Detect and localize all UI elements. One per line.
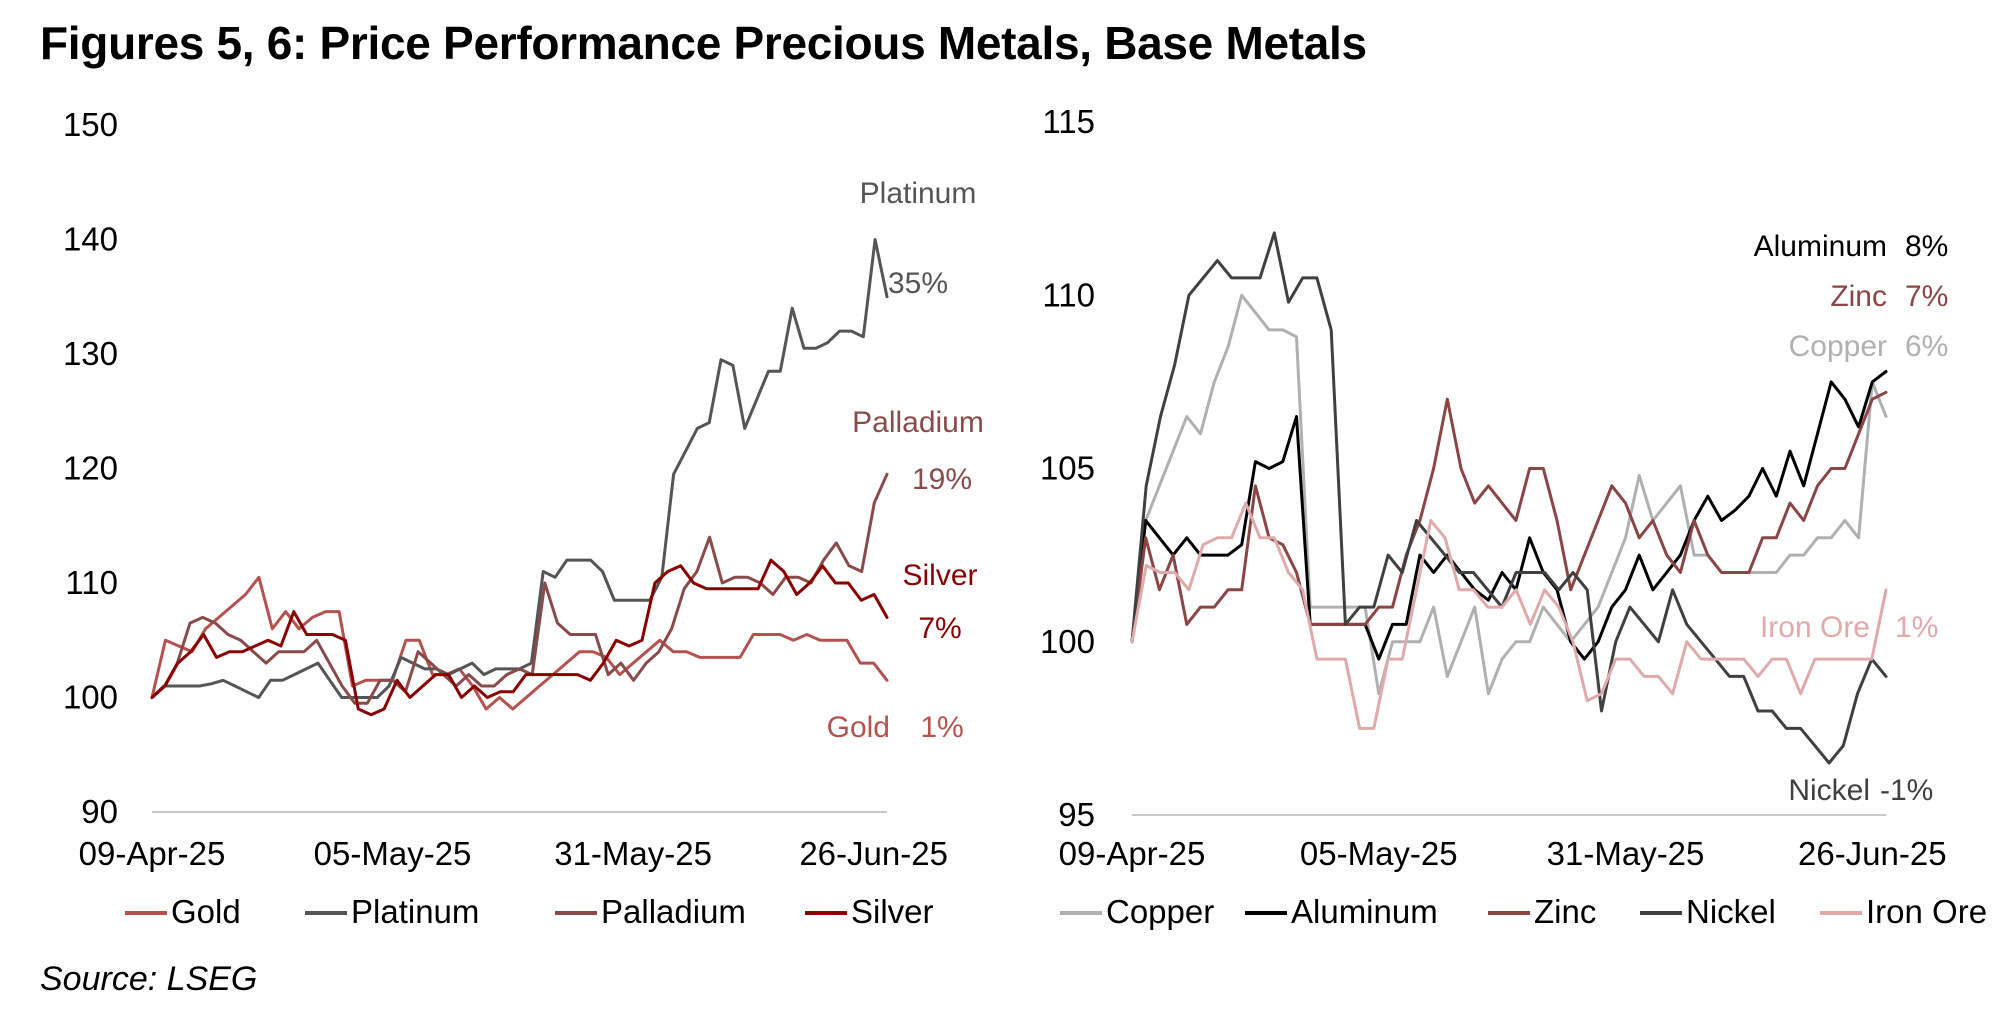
- x-tick-label: 31-May-25: [1547, 835, 1705, 872]
- figure-title: Figures 5, 6: Price Performance Precious…: [40, 17, 1367, 69]
- y-tick-label: 140: [63, 221, 118, 258]
- x-tick-label: 26-Jun-25: [1798, 835, 1947, 872]
- y-tick-label: 90: [81, 793, 118, 830]
- legend-label-iron-ore: Iron Ore: [1866, 893, 1987, 930]
- y-tick-label: 120: [63, 450, 118, 487]
- legend-label-palladium: Palladium: [601, 893, 746, 930]
- series-line-aluminum: [1130, 370, 1888, 661]
- series-line-gold: [150, 575, 889, 711]
- end-label-pct-palladium: 19%: [912, 463, 972, 496]
- legend-label-silver: Silver: [851, 893, 934, 930]
- end-label-name-silver: Silver: [902, 559, 977, 592]
- legend-label-aluminum: Aluminum: [1291, 893, 1438, 930]
- end-label-pct-platinum: 35%: [888, 267, 948, 300]
- legend-label-platinum: Platinum: [351, 893, 479, 930]
- end-label-name-palladium: Palladium: [852, 406, 984, 439]
- end-label-pct-gold: 1%: [920, 711, 963, 744]
- y-tick-label: 100: [63, 679, 118, 716]
- series-line-zinc: [1130, 390, 1888, 644]
- x-tick-label: 05-May-25: [314, 835, 472, 872]
- series-line-copper: [1130, 293, 1888, 696]
- end-label-pct-aluminum: 8%: [1905, 230, 1948, 263]
- series-line-silver: [150, 558, 889, 717]
- source-note: Source: LSEG: [40, 960, 258, 998]
- end-label-pct-iron-ore: 1%: [1895, 611, 1938, 644]
- legend-label-gold: Gold: [171, 893, 241, 930]
- end-label-name-copper: Copper: [1789, 330, 1887, 363]
- x-tick-label: 31-May-25: [554, 835, 712, 872]
- y-tick-label: 100: [1040, 623, 1095, 660]
- legend-label-nickel: Nickel: [1686, 893, 1776, 930]
- y-tick-label: 150: [63, 106, 118, 143]
- x-tick-label: 05-May-25: [1300, 835, 1458, 872]
- y-tick-label: 110: [1042, 276, 1095, 313]
- end-label-pct-silver: 7%: [918, 612, 961, 645]
- y-tick-label: 110: [65, 564, 118, 601]
- x-tick-label: 09-Apr-25: [1059, 835, 1206, 872]
- end-label-name-iron-ore: Iron Ore: [1760, 611, 1870, 644]
- y-tick-label: 95: [1058, 796, 1095, 833]
- end-label-pct-copper: 6%: [1905, 330, 1948, 363]
- end-label-name-zinc: Zinc: [1830, 280, 1887, 313]
- legend-label-copper: Copper: [1106, 893, 1214, 930]
- end-label-name-platinum: Platinum: [860, 177, 977, 210]
- y-tick-label: 130: [63, 335, 118, 372]
- series-line-platinum: [150, 238, 889, 699]
- end-label-pct-zinc: 7%: [1905, 280, 1948, 313]
- series-line-iron-ore: [1130, 501, 1888, 730]
- end-label-name-gold: Gold: [827, 711, 890, 744]
- end-label-pct-nickel: -1%: [1880, 774, 1933, 807]
- legend-label-zinc: Zinc: [1534, 893, 1596, 930]
- series-line-nickel: [1130, 231, 1888, 765]
- y-tick-label: 115: [1042, 103, 1095, 140]
- end-label-name-nickel: Nickel: [1788, 774, 1870, 807]
- x-tick-label: 26-Jun-25: [799, 835, 948, 872]
- y-tick-label: 105: [1040, 450, 1095, 487]
- series-line-palladium: [150, 472, 889, 705]
- end-label-name-aluminum: Aluminum: [1754, 230, 1887, 263]
- x-tick-label: 09-Apr-25: [79, 835, 226, 872]
